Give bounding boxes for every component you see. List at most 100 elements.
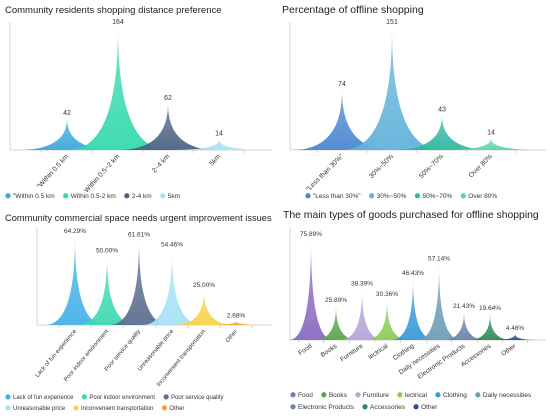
chart-title: Community commercial space needs urgent …: [5, 213, 272, 223]
x-tick-label: Electronic Products: [417, 342, 467, 380]
value-label: 50.00%: [96, 248, 118, 255]
bar-mark: [289, 240, 333, 340]
x-tick-label: 50%~70%: [418, 153, 445, 180]
legend-item: Food: [290, 392, 313, 399]
legend-label: Unreasonable price: [13, 406, 66, 412]
legend-item: 30%~50%: [369, 193, 407, 200]
legend-swatch: [414, 193, 421, 199]
legend-swatch: [160, 193, 166, 199]
x-tick-label: Over 80%: [468, 153, 494, 179]
legend: "Within 0.5 km Within 0.5-2 km 2-4 km 5km: [5, 193, 180, 200]
bar-mark: [340, 289, 384, 340]
value-label: 19.64%: [479, 305, 501, 312]
bar-mark: [417, 264, 461, 340]
legend-swatch: [5, 394, 11, 400]
legend-item: Poor indoor environment: [81, 394, 155, 401]
legend-swatch: [161, 405, 168, 411]
bar-mark: [365, 299, 409, 340]
bar-mark: [392, 115, 492, 150]
value-label: 42: [63, 110, 71, 117]
legend-item: Electronic Products: [290, 404, 355, 411]
x-tick-label: Furniture: [339, 343, 365, 364]
value-label: 164: [112, 19, 124, 26]
legend-label: "Within 0.5 km: [13, 193, 55, 200]
x-tick-label: Poor service quality: [104, 329, 142, 373]
legend-swatch: [355, 392, 361, 398]
legend-label: lectrical: [405, 392, 428, 399]
legend-swatch: [290, 392, 296, 398]
legend-item: 5km: [160, 193, 180, 200]
value-label: 46.43%: [402, 270, 424, 277]
value-label: 14: [487, 130, 495, 137]
legend-swatch: [5, 193, 11, 199]
value-label: 64.29%: [64, 228, 86, 235]
legend-label: Electronic Products: [298, 404, 355, 411]
value-label: 38.39%: [351, 280, 373, 287]
value-label: 151: [386, 19, 398, 26]
legend-swatch: [397, 392, 403, 398]
bar-mark: [169, 139, 269, 150]
chart-title: Community residents shopping distance pr…: [5, 5, 222, 16]
value-label: 57.14%: [428, 256, 450, 263]
value-label: 21.43%: [453, 303, 475, 310]
legend-label: Poor indoor environment: [89, 395, 155, 401]
chart-shopping-distance-preference: Community residents shopping distance pr…: [5, 5, 272, 200]
bar-mark: [468, 314, 512, 340]
value-label: 62: [164, 95, 172, 102]
legend-item: Accessories: [362, 404, 406, 411]
x-tick-label: Within 0.5~2 km: [83, 153, 121, 194]
legend-label: Inconvenient transportation: [81, 406, 153, 412]
x-tick-label: Books: [320, 342, 339, 359]
legend-label: "Less than 30%": [313, 193, 361, 200]
value-label: 25.89%: [325, 297, 347, 304]
value-label: 25.00%: [193, 282, 215, 289]
chart-goods-types: The main types of goods purchased for of…: [283, 210, 546, 411]
legend-item: Within 0.5-2 km: [63, 193, 116, 200]
legend-swatch: [63, 193, 69, 199]
legend: Lack of fun experience Poor indoor enviro…: [5, 394, 223, 412]
legend-item: Clothing: [435, 392, 467, 399]
legend-item: 50%~70%: [414, 193, 452, 200]
bar-mark: [292, 90, 392, 150]
legend-label: 2-4 km: [132, 193, 152, 200]
legend-swatch: [475, 392, 481, 398]
bar-mark: [109, 240, 169, 325]
bar-mark: [118, 103, 218, 150]
legend-item: Inconvenient transportation: [73, 405, 153, 412]
bar-mark: [68, 28, 168, 150]
legend-label: Within 0.5-2 km: [71, 193, 116, 200]
legend-label: 30%~50%: [377, 193, 407, 200]
legend-item: Books: [321, 392, 348, 399]
legend: Food Books Furniture lectrical Clothing Daily…: [290, 392, 532, 411]
legend-label: Accessories: [370, 404, 406, 411]
x-tick-label: lectrical: [367, 342, 390, 361]
value-label: 54.46%: [161, 241, 183, 248]
chart-improvement-issues: Community commercial space needs urgent …: [5, 213, 272, 412]
value-label: 14: [215, 131, 223, 138]
legend-swatch: [305, 193, 311, 199]
legend-swatch: [5, 405, 11, 411]
legend-label: Clothing: [443, 392, 467, 399]
legend-item: Poor service quality: [163, 394, 223, 401]
legend-swatch: [73, 405, 79, 411]
value-label: 2.68%: [227, 312, 246, 319]
legend: "Less than 30%" 30%~50% 50%~70% Over 80%: [305, 193, 497, 200]
bar-mark: [17, 118, 117, 150]
legend-swatch: [413, 404, 419, 410]
legend-swatch: [460, 193, 466, 199]
x-tick-label: Food: [297, 343, 313, 357]
value-label: 61.61%: [128, 232, 150, 239]
value-label: 74: [338, 81, 346, 88]
legend-label: Lack of fun experience: [13, 395, 74, 401]
chart-title: The main types of goods purchased for of…: [283, 210, 539, 221]
bar-mark: [342, 28, 442, 150]
legend-item: Other: [161, 405, 184, 412]
legend-swatch: [163, 394, 169, 400]
legend-label: Food: [298, 392, 313, 399]
legend-label: Over 80%: [468, 193, 497, 200]
legend-swatch: [362, 404, 368, 410]
value-label: 30.36%: [376, 291, 398, 298]
legend-item: Lack of fun experience: [5, 394, 74, 401]
